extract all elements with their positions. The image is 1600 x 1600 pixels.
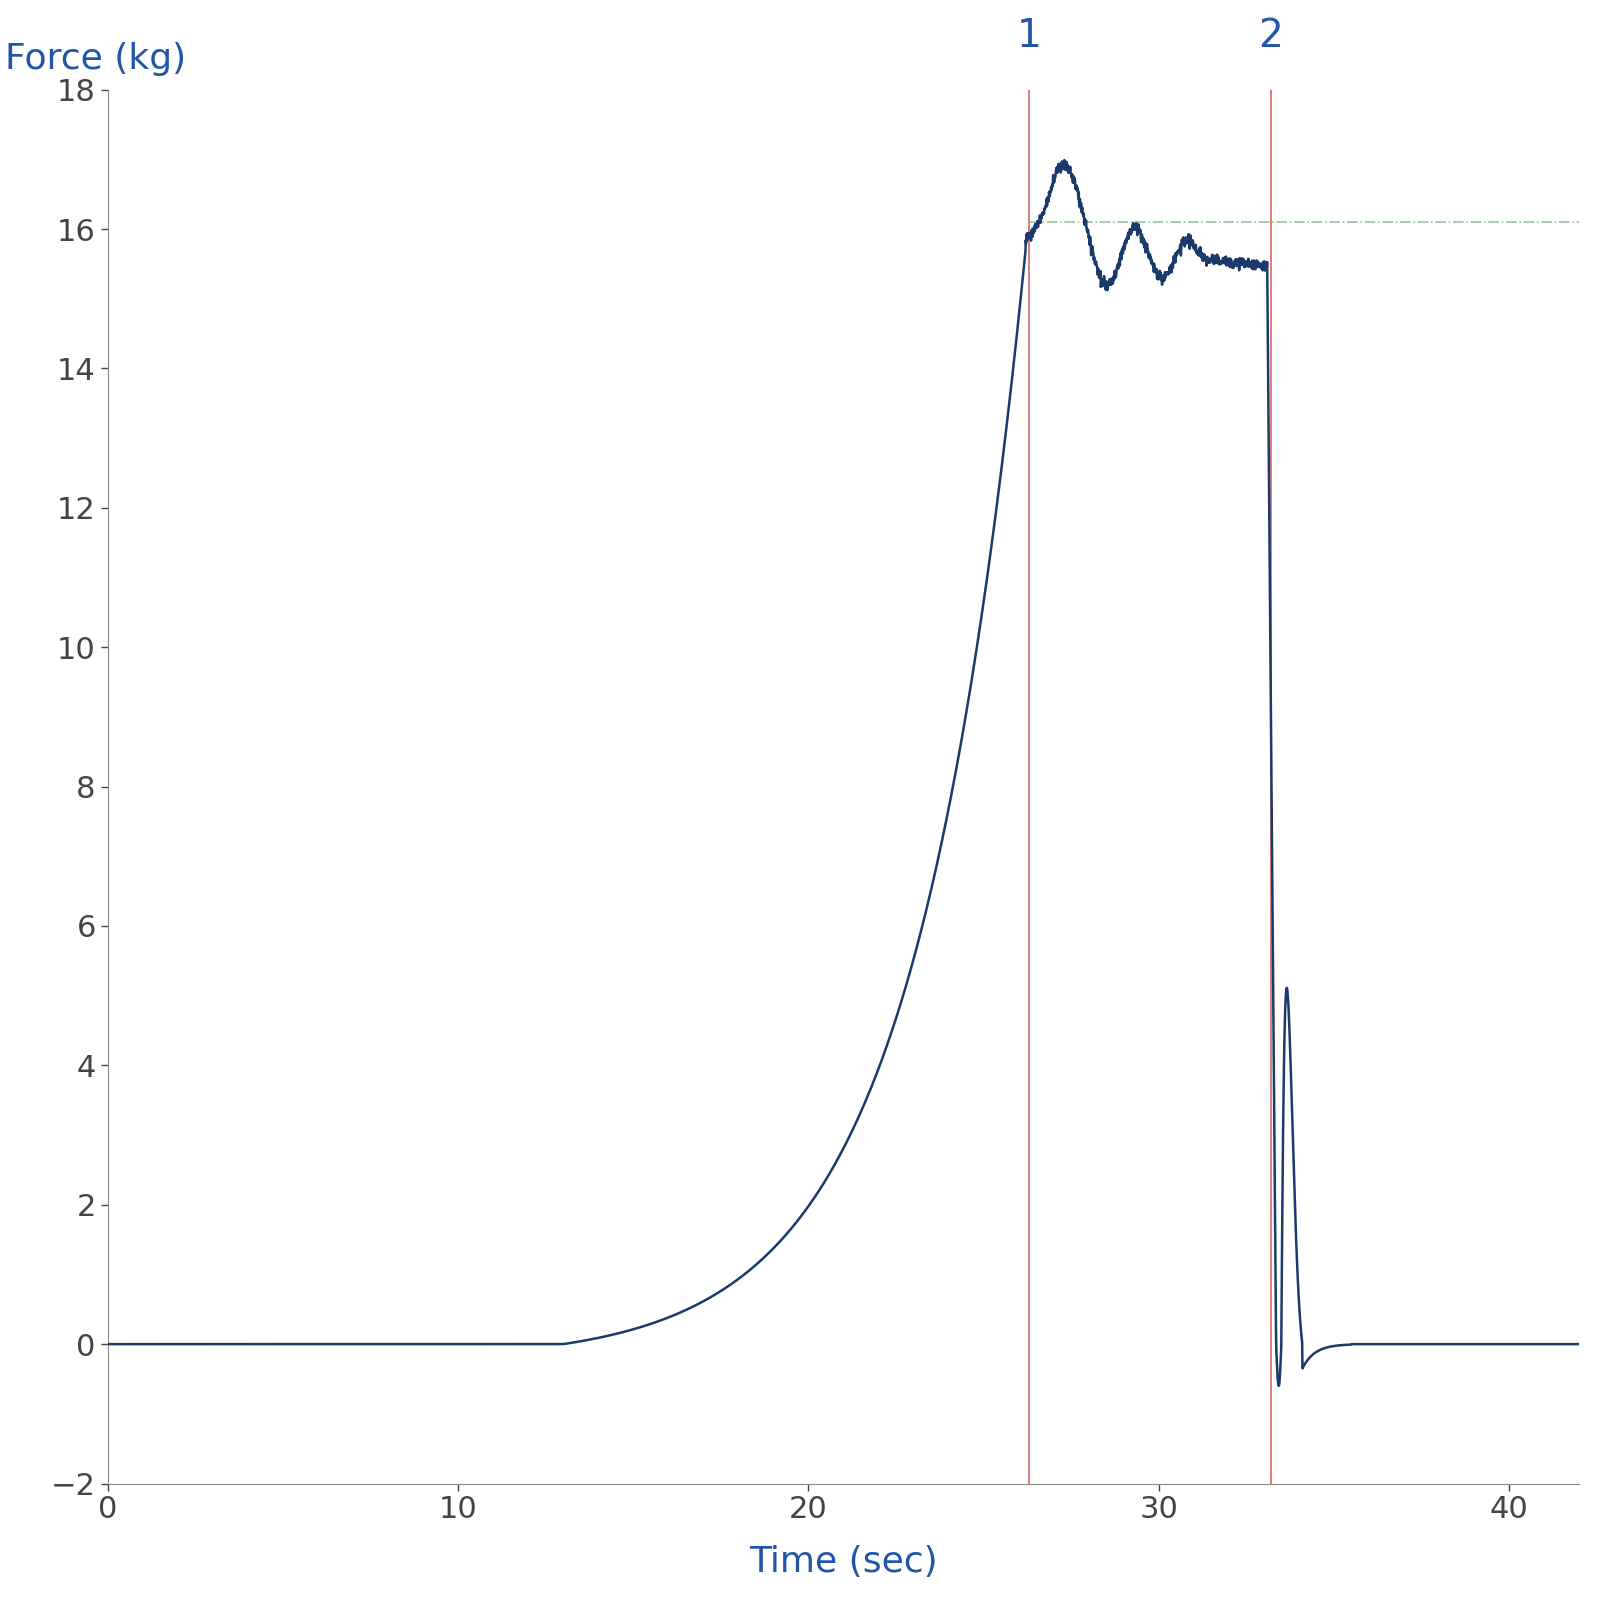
Text: 2: 2 — [1259, 16, 1283, 54]
Text: 1: 1 — [1016, 16, 1042, 54]
X-axis label: Time (sec): Time (sec) — [749, 1546, 938, 1579]
Text: Force (kg): Force (kg) — [5, 42, 186, 75]
